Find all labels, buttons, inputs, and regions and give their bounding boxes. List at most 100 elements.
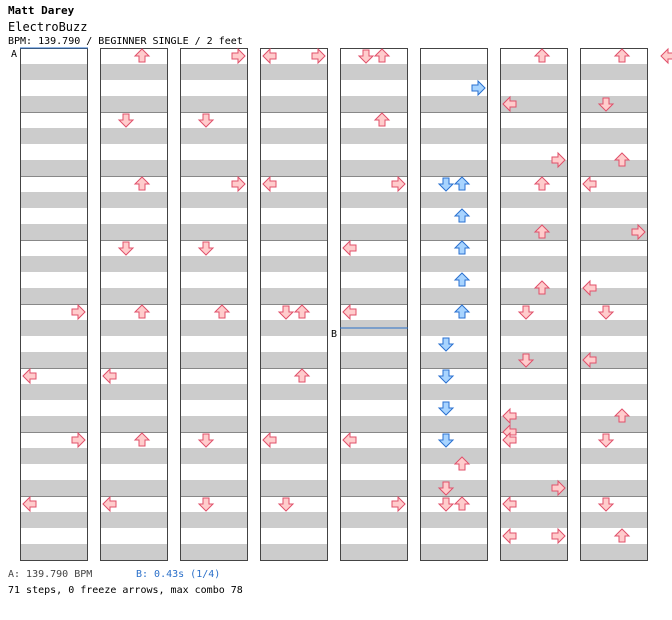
bpm-change-marker: A — [11, 49, 17, 60]
stop-legend: B: 0.43s (1/4) — [136, 569, 221, 580]
column-border — [420, 48, 488, 561]
row-stripe — [420, 192, 488, 208]
row-stripe — [260, 256, 328, 272]
row-stripe — [580, 320, 648, 336]
row-stripe — [20, 288, 88, 304]
row-stripe — [420, 64, 488, 80]
row-stripe — [180, 512, 248, 528]
row-stripe — [260, 64, 328, 80]
row-stripe — [100, 544, 168, 560]
row-stripe — [20, 256, 88, 272]
row-stripe — [100, 128, 168, 144]
row-stripe — [20, 352, 88, 368]
row-stripe — [340, 128, 408, 144]
row-stripe — [180, 96, 248, 112]
row-stripe — [20, 416, 88, 432]
row-stripe — [20, 544, 88, 560]
row-stripe — [100, 512, 168, 528]
row-stripe — [100, 352, 168, 368]
row-stripe — [580, 384, 648, 400]
row-stripe — [340, 96, 408, 112]
row-stripe — [340, 224, 408, 240]
row-stripe — [340, 384, 408, 400]
row-stripe — [340, 64, 408, 80]
row-stripe — [180, 192, 248, 208]
row-stripe — [340, 256, 408, 272]
row-stripe — [180, 544, 248, 560]
row-stripe — [580, 288, 648, 304]
row-stripe — [420, 416, 488, 432]
row-stripe — [340, 160, 408, 176]
row-stripe — [20, 160, 88, 176]
row-stripe — [100, 480, 168, 496]
row-stripe — [180, 384, 248, 400]
row-stripe — [180, 160, 248, 176]
song-artist: Matt Darey — [8, 4, 75, 17]
row-stripe — [500, 480, 568, 496]
row-stripe — [580, 128, 648, 144]
row-stripe — [580, 224, 648, 240]
row-stripe — [500, 320, 568, 336]
row-stripe — [260, 320, 328, 336]
row-stripe — [100, 192, 168, 208]
row-stripe — [20, 320, 88, 336]
row-stripe — [500, 224, 568, 240]
row-stripe — [580, 256, 648, 272]
row-stripe — [500, 160, 568, 176]
column-border — [260, 48, 328, 561]
row-stripe — [20, 384, 88, 400]
row-stripe — [420, 160, 488, 176]
stop-marker: B — [331, 329, 337, 340]
row-stripe — [340, 544, 408, 560]
step-summary: 71 steps, 0 freeze arrows, max combo 78 — [8, 585, 243, 596]
column-border — [180, 48, 248, 561]
row-stripe — [340, 480, 408, 496]
row-stripe — [420, 448, 488, 464]
row-stripe — [420, 320, 488, 336]
row-stripe — [260, 224, 328, 240]
row-stripe — [180, 128, 248, 144]
row-stripe — [500, 352, 568, 368]
chart-column — [20, 48, 88, 561]
row-stripe — [180, 64, 248, 80]
row-stripe — [180, 320, 248, 336]
bpm-change-legend: A: 139.790 BPM — [8, 569, 93, 580]
row-stripe — [580, 192, 648, 208]
row-stripe — [500, 512, 568, 528]
row-stripe — [500, 128, 568, 144]
row-stripe — [100, 64, 168, 80]
row-stripe — [580, 416, 648, 432]
row-stripe — [260, 128, 328, 144]
row-stripe — [340, 352, 408, 368]
row-stripe — [340, 288, 408, 304]
row-stripe — [420, 352, 488, 368]
chart-info: BPM: 139.790 / BEGINNER SINGLE / 2 feet — [8, 36, 243, 47]
row-stripe — [100, 288, 168, 304]
row-stripe — [260, 96, 328, 112]
column-border — [340, 48, 408, 561]
row-stripe — [500, 448, 568, 464]
row-stripe — [420, 256, 488, 272]
row-stripe — [180, 288, 248, 304]
row-stripe — [340, 192, 408, 208]
row-stripe — [420, 224, 488, 240]
row-stripe — [580, 512, 648, 528]
column-border — [500, 48, 568, 561]
row-stripe — [260, 416, 328, 432]
chart-column — [500, 48, 568, 561]
row-stripe — [20, 192, 88, 208]
row-stripe — [420, 96, 488, 112]
row-stripe — [500, 96, 568, 112]
row-stripe — [180, 256, 248, 272]
row-stripe — [500, 256, 568, 272]
row-stripe — [420, 128, 488, 144]
row-stripe — [100, 416, 168, 432]
row-stripe — [340, 512, 408, 528]
row-stripe — [420, 384, 488, 400]
row-stripe — [20, 96, 88, 112]
row-stripe — [420, 480, 488, 496]
chart-column — [180, 48, 248, 561]
chart-column — [420, 48, 488, 561]
row-stripe — [580, 96, 648, 112]
